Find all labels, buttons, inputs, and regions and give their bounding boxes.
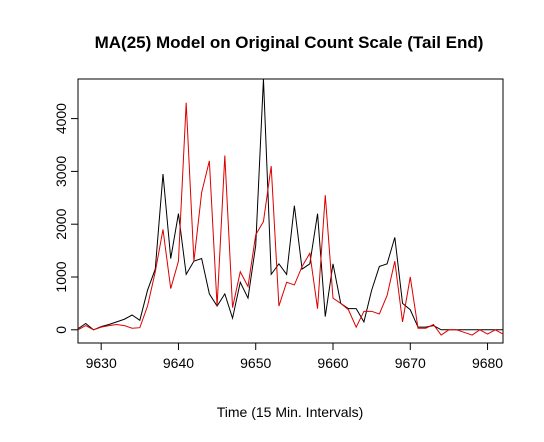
series-line-1 xyxy=(77,78,503,331)
series-layer xyxy=(77,78,504,336)
y-axis: 0 1000 2000 3000 4000 xyxy=(53,103,78,334)
y-tick-label: 2000 xyxy=(53,208,69,239)
x-axis-label: Time (15 Min. Intervals) xyxy=(217,404,364,420)
y-tick-label: 1000 xyxy=(53,261,69,292)
x-tick-label: 9670 xyxy=(395,355,426,371)
y-tick-label: 0 xyxy=(53,326,69,334)
y-tick-label: 4000 xyxy=(53,103,69,134)
x-tick-label: 9640 xyxy=(163,355,194,371)
series-line-2 xyxy=(77,102,504,336)
x-axis: 9630 9640 9650 9660 9670 9680 xyxy=(86,343,503,371)
x-tick-label: 9660 xyxy=(317,355,348,371)
chart-title: MA(25) Model on Original Count Scale (Ta… xyxy=(95,33,484,52)
plot-frame xyxy=(77,78,504,344)
x-tick-label: 9630 xyxy=(86,355,117,371)
x-tick-label: 9680 xyxy=(472,355,503,371)
x-tick-label: 9650 xyxy=(240,355,271,371)
y-tick-label: 3000 xyxy=(53,156,69,187)
